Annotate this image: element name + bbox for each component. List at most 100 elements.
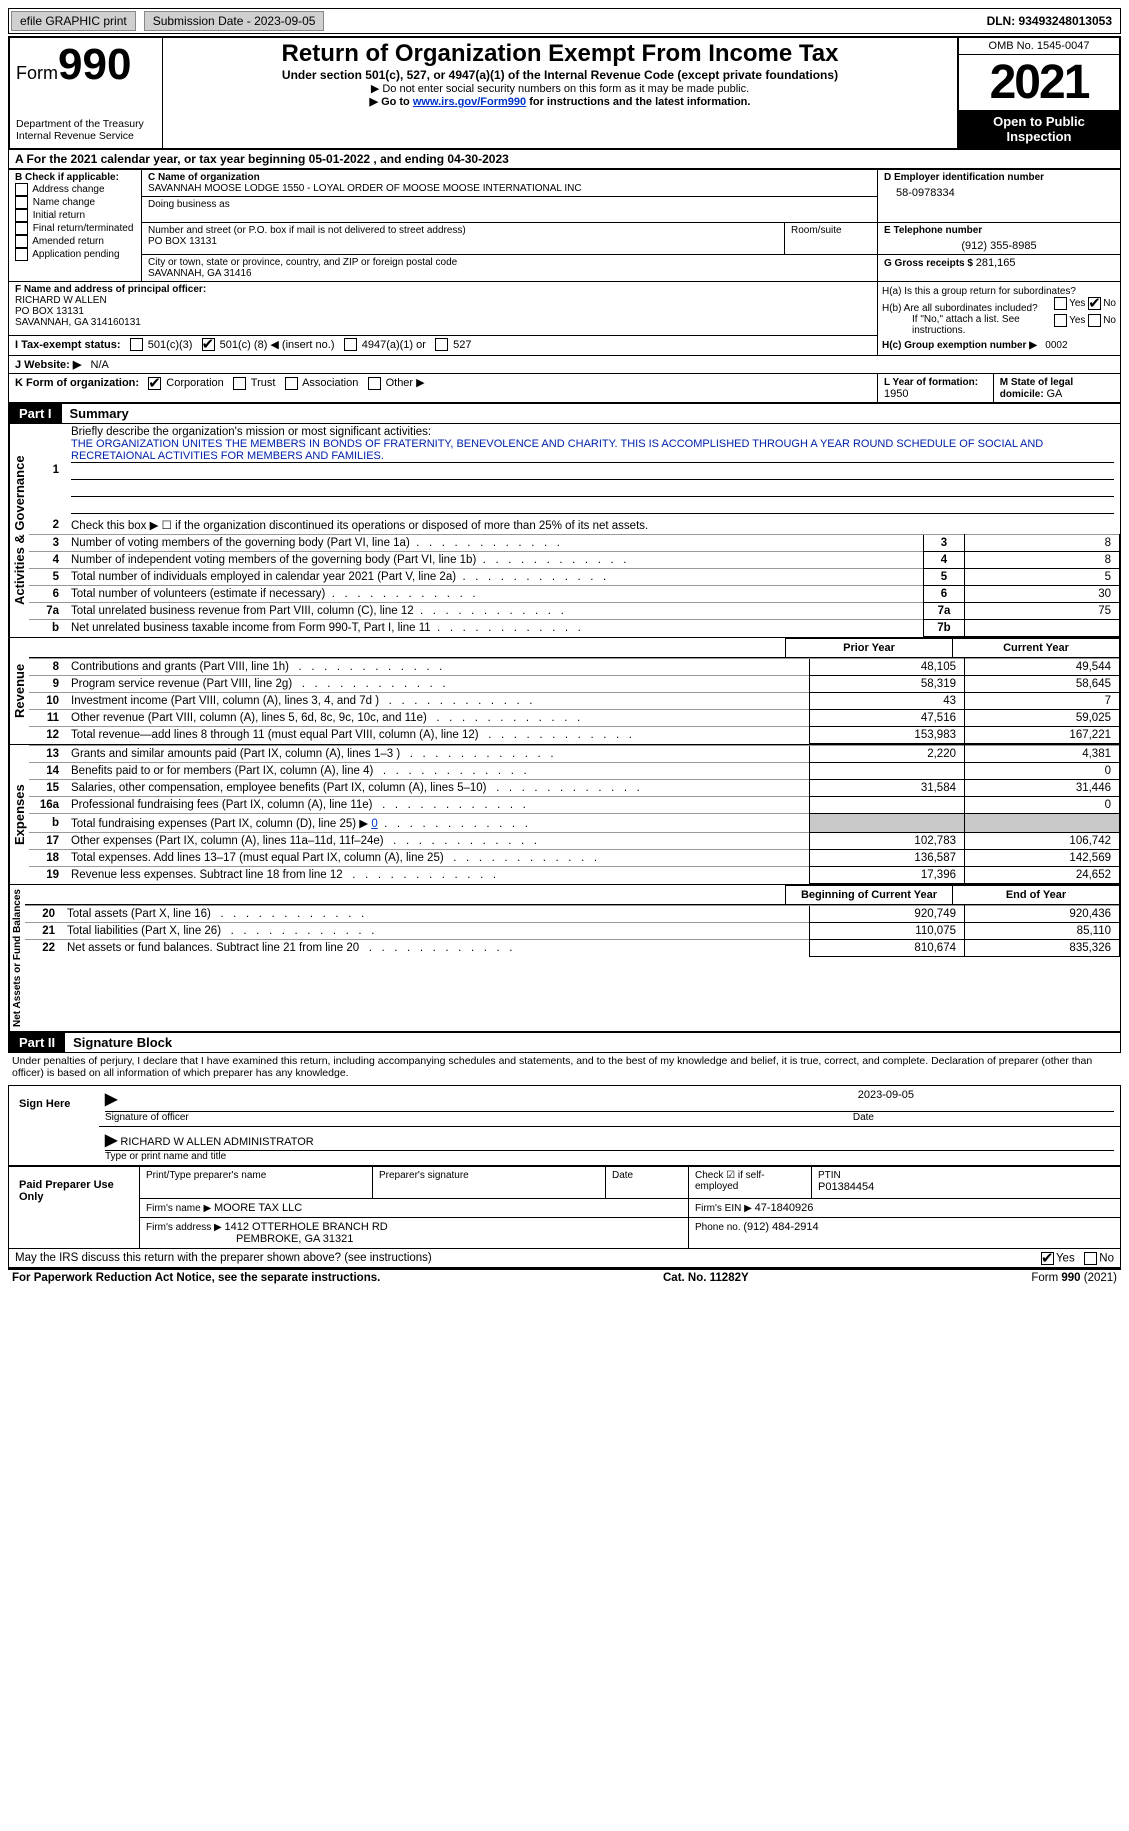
line-num: 8 [29, 659, 65, 676]
check-self-employed[interactable]: Check ☑ if self-employed [695, 1170, 805, 1192]
paid-preparer-label: Paid Preparer Use Only [9, 1167, 140, 1249]
submission-date-button[interactable]: Submission Date - 2023-09-05 [144, 11, 325, 31]
line-text: Salaries, other compensation, employee b… [65, 780, 810, 797]
tax-year: 2021 [959, 55, 1119, 110]
instruction-2: ▶ Go to www.irs.gov/Form990 for instruct… [169, 95, 951, 108]
prior-value: 2,220 [810, 746, 965, 763]
current-value: 835,326 [965, 940, 1120, 957]
box-d-label: D Employer identification number [884, 172, 1114, 183]
line-num: 3 [29, 535, 65, 552]
check-initial-return[interactable]: Initial return [15, 209, 135, 222]
line-text: Total number of individuals employed in … [65, 569, 924, 586]
mission-text: THE ORGANIZATION UNITES THE MEMBERS IN B… [71, 438, 1114, 463]
dba-label: Doing business as [148, 199, 871, 210]
street-label: Number and street (or P.O. box if mail i… [148, 225, 778, 236]
box-b-label: B Check if applicable: [15, 172, 135, 183]
box-f-label: F Name and address of principal officer: [15, 284, 871, 295]
year-box: OMB No. 1545-0047 2021 Open to Public In… [959, 38, 1119, 148]
dept-treasury: Department of the Treasury [16, 118, 156, 130]
box-g-label: G Gross receipts $ [884, 258, 976, 269]
prior-value: 31,584 [810, 780, 965, 797]
irs-link[interactable]: www.irs.gov/Form990 [413, 96, 526, 108]
line-num: 12 [29, 727, 65, 744]
signature-block: Sign Here ▶ 2023-09-05 Signature of offi… [8, 1085, 1121, 1166]
part2-header: Part II Signature Block [8, 1032, 1121, 1053]
line-text: Investment income (Part VIII, column (A)… [65, 693, 810, 710]
prior-value: 43 [810, 693, 965, 710]
line-num: 19 [29, 867, 65, 884]
box-c-label: C Name of organization [148, 172, 871, 183]
line-value: 8 [965, 552, 1120, 569]
firm-name: MOORE TAX LLC [214, 1202, 302, 1214]
box-e-label: E Telephone number [884, 225, 1114, 236]
check-501c3[interactable] [130, 338, 143, 351]
current-value: 31,446 [965, 780, 1120, 797]
line-text: Other expenses (Part IX, column (A), lin… [65, 833, 810, 850]
check-501c[interactable] [202, 338, 215, 351]
line-text: Revenue less expenses. Subtract line 18 … [65, 867, 810, 884]
check-amended-return[interactable]: Amended return [15, 235, 135, 248]
open-public-badge: Open to Public Inspection [959, 110, 1119, 148]
prior-value: 810,674 [810, 940, 965, 957]
efile-print-button[interactable]: efile GRAPHIC print [11, 11, 136, 31]
col-prior: Prior Year [786, 639, 953, 658]
check-address-change[interactable]: Address change [15, 183, 135, 196]
line-num: 14 [29, 763, 65, 780]
check-application-pending[interactable]: Application pending [15, 248, 135, 261]
line-num: 5 [29, 569, 65, 586]
line-num: 13 [29, 746, 65, 763]
prior-value: 920,749 [810, 906, 965, 923]
omb-number: OMB No. 1545-0047 [959, 38, 1119, 55]
check-name-change[interactable]: Name change [15, 196, 135, 209]
check-other[interactable] [368, 377, 381, 390]
org-name: SAVANNAH MOOSE LODGE 1550 - LOYAL ORDER … [148, 183, 871, 194]
tax-year-line: A For the 2021 calendar year, or tax yea… [8, 150, 1121, 169]
check-trust[interactable] [233, 377, 246, 390]
check-assoc[interactable] [285, 377, 298, 390]
line-num: b [29, 814, 65, 833]
line-box: 6 [924, 586, 965, 603]
line-text: Total number of volunteers (estimate if … [65, 586, 924, 603]
footer-mid: Cat. No. 11282Y [663, 1272, 749, 1284]
line-box: 4 [924, 552, 965, 569]
current-value: 85,110 [965, 923, 1120, 940]
line-text: Total assets (Part X, line 16) [61, 906, 810, 923]
line-text: Net unrelated business taxable income fr… [65, 620, 924, 637]
phone-value: (912) 355-8985 [884, 236, 1114, 252]
current-value: 0 [965, 763, 1120, 780]
line-value [965, 620, 1120, 637]
ptin-value: P01384454 [818, 1181, 1114, 1193]
current-value: 58,645 [965, 676, 1120, 693]
firm-phone: (912) 484-2914 [743, 1221, 818, 1233]
current-value: 24,652 [965, 867, 1120, 884]
penalty-text: Under penalties of perjury, I declare th… [8, 1053, 1121, 1081]
line-box: 5 [924, 569, 965, 586]
officer-name: RICHARD W ALLEN [15, 295, 871, 306]
line-num: 11 [29, 710, 65, 727]
check-4947[interactable] [344, 338, 357, 351]
check-final-return[interactable]: Final return/terminated [15, 222, 135, 235]
line-num: 10 [29, 693, 65, 710]
discuss-yes[interactable] [1041, 1252, 1054, 1265]
form-title: Return of Organization Exempt From Incom… [169, 40, 951, 68]
line-num: 4 [29, 552, 65, 569]
dln-text: DLN: 93493248013053 [987, 14, 1118, 28]
box-k-label: K Form of organization: [15, 377, 139, 389]
check-527[interactable] [435, 338, 448, 351]
line-text: Professional fundraising fees (Part IX, … [65, 797, 810, 814]
check-corp[interactable] [148, 377, 161, 390]
firm-addr2: PEMBROKE, GA 31321 [146, 1233, 682, 1245]
page-footer: For Paperwork Reduction Act Notice, see … [8, 1268, 1121, 1286]
discuss-no[interactable] [1084, 1252, 1097, 1265]
ha-label: H(a) Is this a group return for subordin… [882, 286, 1116, 297]
line-value: 75 [965, 603, 1120, 620]
line2-text: Check this box ▶ ☐ if the organization d… [65, 516, 1120, 534]
sign-here-label: Sign Here [9, 1086, 100, 1166]
prior-value: 102,783 [810, 833, 965, 850]
line-text: Number of voting members of the governin… [65, 535, 924, 552]
line-text: Total unrelated business revenue from Pa… [65, 603, 924, 620]
prior-value: 47,516 [810, 710, 965, 727]
col-end: End of Year [953, 886, 1120, 905]
current-value: 7 [965, 693, 1120, 710]
line-value: 30 [965, 586, 1120, 603]
